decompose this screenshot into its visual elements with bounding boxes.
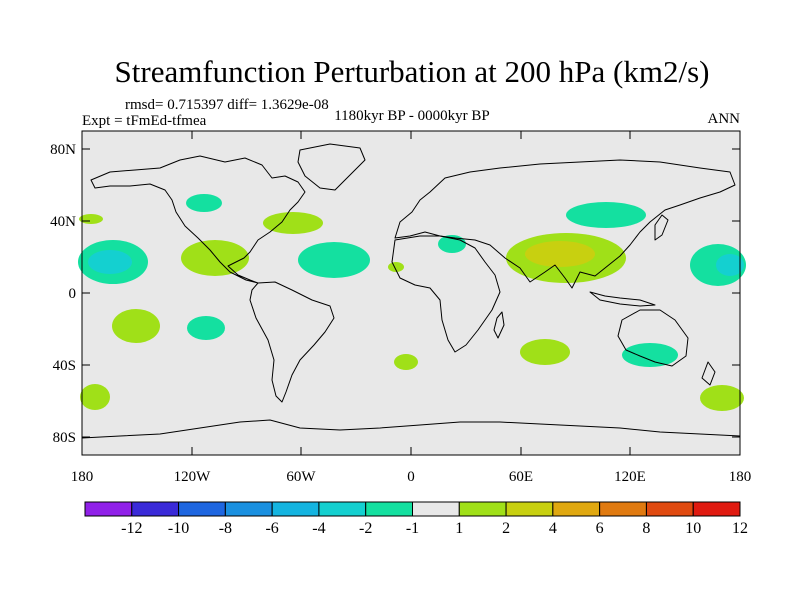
colorbar-swatch	[692, 501, 741, 517]
coast-indonesia	[589, 291, 656, 307]
coast-greenland	[297, 143, 366, 191]
period-label: 1180kyr BP - 0000kyr BP	[334, 108, 490, 124]
anomaly-central-pacific-core	[88, 250, 132, 274]
anomaly-north-atlantic	[298, 242, 370, 278]
lon-label-120e: 120E	[614, 469, 646, 485]
coast-japan	[654, 214, 669, 241]
coast-antarctica	[81, 419, 741, 439]
coast-australia	[617, 309, 689, 367]
map-panel: 80N 40N 0 40S 80S 180 120W 60W 0 60E 120…	[50, 130, 752, 485]
lat-label-80s: 80S	[53, 430, 76, 446]
lon-label-60w: 60W	[286, 469, 316, 485]
colorbar-swatch	[318, 501, 367, 517]
anomaly-west-pacific-small	[79, 214, 103, 224]
colorbar-label: -1	[406, 520, 419, 537]
stats-label: rmsd= 0.715397 diff= 1.3629e-08	[125, 97, 329, 113]
lon-label-120w: 120W	[174, 469, 212, 485]
colorbar-label: -10	[168, 520, 189, 537]
colorbar-label: -8	[219, 520, 232, 537]
lat-label-40s: 40S	[53, 358, 76, 374]
colorbar-label: -4	[312, 520, 325, 537]
colorbar-label: 10	[685, 520, 701, 537]
lon-label-180w: 180	[71, 469, 94, 485]
coast-new-zealand	[701, 361, 716, 386]
colorbar-swatch	[224, 501, 273, 517]
coast-africa	[391, 235, 501, 353]
colorbar-swatch	[178, 501, 226, 517]
coastlines	[81, 143, 741, 439]
colorbar-label: -6	[265, 520, 278, 537]
colorbar-swatch	[552, 501, 601, 517]
colorbar-label: 12	[732, 520, 748, 537]
colorbar-swatch	[365, 501, 414, 517]
colorbar-swatch	[458, 501, 507, 517]
anomaly-southern-ocean-west	[80, 384, 110, 410]
lon-tick-marks	[81, 131, 741, 455]
colorbar-label: 1	[455, 520, 463, 537]
anomaly-contours	[78, 194, 746, 411]
coast-eurasia	[394, 159, 736, 289]
anomaly-ne-pacific	[181, 240, 249, 276]
anomaly-south-pacific	[112, 309, 160, 343]
colorbar-label: 2	[502, 520, 510, 537]
anomaly-north-america	[186, 194, 222, 212]
figure-title: Streamfunction Perturbation at 200 hPa (…	[115, 54, 710, 89]
lat-tick-marks	[82, 148, 740, 438]
lat-label-80n: 80N	[50, 142, 76, 158]
colorbar-swatch	[645, 501, 694, 517]
anomaly-australia	[622, 343, 678, 367]
colorbar-swatch	[599, 501, 647, 517]
colorbar-label: 8	[642, 520, 650, 537]
anomaly-southern-ocean-east	[700, 385, 744, 411]
colorbar-label: 4	[549, 520, 557, 537]
anomaly-west-africa	[388, 262, 404, 272]
experiment-label: Expt = tFmEd-tfmea	[82, 113, 207, 129]
anomaly-eastern-usa	[263, 212, 323, 234]
colorbar-swatch	[271, 501, 320, 517]
anomaly-south-indian	[520, 339, 570, 365]
colorbar-label: -12	[121, 520, 142, 537]
anomaly-central-pacific-east-core	[716, 254, 744, 276]
lat-label-0: 0	[69, 286, 77, 302]
lat-label-40n: 40N	[50, 214, 76, 230]
anomaly-south-asia-core	[525, 241, 595, 267]
anomaly-south-atlantic	[394, 354, 418, 370]
anomaly-north-pacific-japan	[566, 202, 646, 228]
lon-label-180e: 180	[729, 469, 752, 485]
colorbar-swatch	[505, 501, 554, 517]
colorbar-label: 6	[596, 520, 604, 537]
lon-label-0: 0	[407, 469, 415, 485]
coast-north-america	[90, 155, 306, 284]
season-label: ANN	[708, 111, 741, 127]
colorbar: -12 -10 -8 -6 -4 -2 -1 1 2 4 6 8 10 12	[84, 501, 748, 537]
lon-label-60e: 60E	[509, 469, 533, 485]
colorbar-swatch	[84, 501, 133, 517]
coast-madagascar	[493, 311, 505, 339]
anomaly-south-pacific-east	[187, 316, 225, 340]
map-background	[82, 131, 740, 455]
coast-south-america	[249, 281, 335, 403]
colorbar-swatch	[131, 501, 180, 517]
colorbar-label: -2	[359, 520, 372, 537]
colorbar-swatch	[412, 501, 460, 517]
